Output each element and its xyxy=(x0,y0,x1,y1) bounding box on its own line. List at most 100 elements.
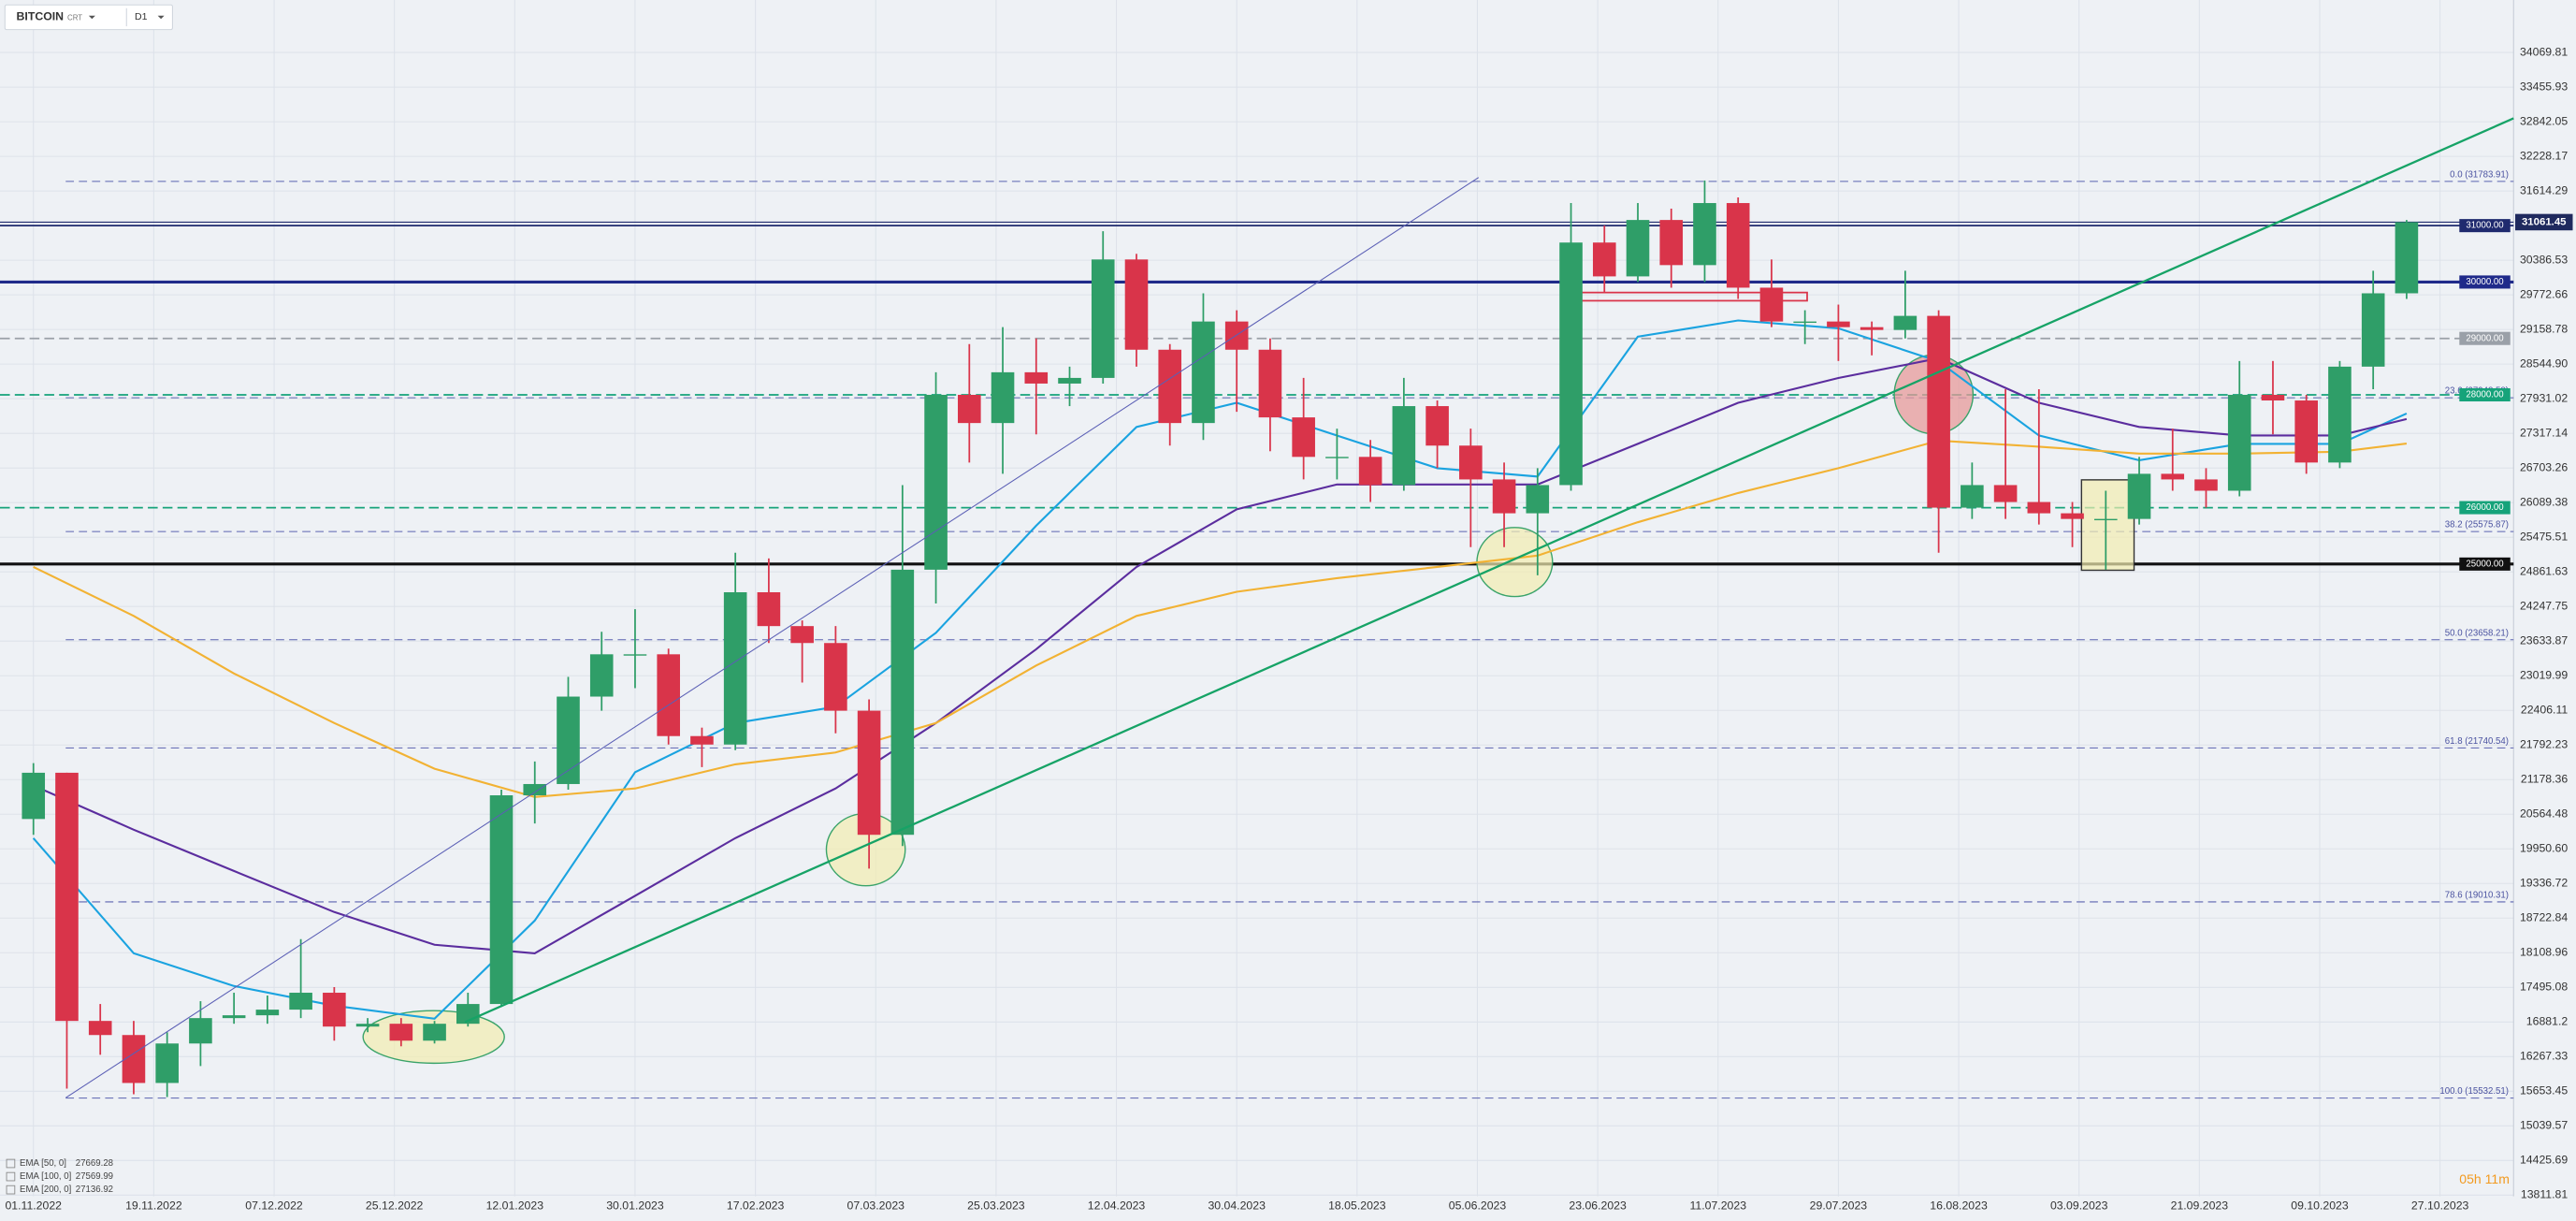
level-label-box xyxy=(2459,275,2511,289)
y-tick-label: 30386.53 xyxy=(2520,253,2568,266)
dropdown-arrow[interactable] xyxy=(88,15,95,20)
candle-body xyxy=(1659,220,1684,266)
levels xyxy=(0,181,2514,1099)
candle-body xyxy=(1292,417,1315,458)
candle-body xyxy=(1124,259,1149,350)
countdown: 05h 11m xyxy=(2459,1171,2510,1186)
y-tick-label: 16267.33 xyxy=(2520,1050,2568,1063)
y-tick-label: 20564.48 xyxy=(2520,807,2568,820)
trend-line xyxy=(65,177,1480,1098)
candle-body xyxy=(991,371,1015,424)
candle-body xyxy=(1459,445,1483,480)
y-tick-label: 17495.08 xyxy=(2520,981,2568,994)
candle-body xyxy=(890,569,915,836)
level-label: 25000.00 xyxy=(2466,559,2503,569)
fib-label: 50.0 (23658.21) xyxy=(2445,628,2509,638)
y-tick-label: 23019.99 xyxy=(2520,668,2568,681)
candle-body xyxy=(557,696,580,784)
x-tick-label: 30.01.2023 xyxy=(606,1199,664,1212)
candle-body xyxy=(389,1024,413,1041)
candle-body xyxy=(1693,203,1716,266)
candle-body xyxy=(355,1024,380,1027)
candle-body xyxy=(657,654,680,736)
last-price-label: 31061.45 xyxy=(2522,216,2567,227)
y-tick-label: 18108.96 xyxy=(2520,946,2568,959)
candle-body xyxy=(423,1024,446,1041)
symbol[interactable]: BITCOIN xyxy=(17,10,65,23)
level-label: 31000.00 xyxy=(2466,221,2503,231)
candle-body xyxy=(1058,377,1081,384)
fib-label: 100.0 (15532.51) xyxy=(2439,1086,2509,1097)
candle-body xyxy=(88,1021,112,1036)
toolbar: BITCOIN CRT D1 xyxy=(4,4,173,31)
x-tick-label: 09.10.2023 xyxy=(2291,1199,2349,1212)
candle-body xyxy=(2294,400,2318,463)
level-label: 26000.00 xyxy=(2466,502,2503,513)
legend-value: 27136.92 xyxy=(76,1185,113,1195)
candle-body xyxy=(1158,349,1182,424)
legend-value: 27669.28 xyxy=(76,1158,113,1169)
candle-body xyxy=(1893,315,1918,330)
x-tick-label: 12.01.2023 xyxy=(486,1199,544,1212)
y-tick-label: 27317.14 xyxy=(2520,426,2568,439)
x-tick-label: 11.07.2023 xyxy=(1689,1199,1746,1212)
toolbar-box xyxy=(4,4,173,31)
candle-body xyxy=(2227,395,2251,491)
y-tick-label: 27931.02 xyxy=(2520,391,2568,404)
candle-body xyxy=(2395,222,2419,294)
x-tick-label: 19.11.2022 xyxy=(125,1199,182,1212)
y-tick-label: 25475.51 xyxy=(2520,530,2568,543)
labels: 34069.81 33455.93 32842.05 32228.17 31614.29… xyxy=(5,45,2573,1212)
y-tick-label: 34069.81 xyxy=(2520,45,2568,58)
y-tick-label: 19336.72 xyxy=(2520,877,2568,890)
candle-body xyxy=(790,626,814,644)
candle-body xyxy=(55,772,79,1022)
x-tick-label: 21.09.2023 xyxy=(2171,1199,2229,1212)
candle-body xyxy=(1392,406,1416,486)
candle-body xyxy=(1626,220,1650,277)
drawings xyxy=(65,117,2514,1098)
candle-body xyxy=(1425,406,1449,446)
candle-body xyxy=(2027,501,2051,514)
fib-label: 78.6 (19010.31) xyxy=(2445,890,2509,900)
y-tick-label: 15653.45 xyxy=(2520,1084,2568,1097)
candle-body xyxy=(289,993,312,1010)
y-tick-label: 26703.26 xyxy=(2520,460,2568,473)
dropdown-arrow[interactable] xyxy=(157,15,165,20)
level-label-box xyxy=(2459,557,2511,571)
candle-body xyxy=(723,591,747,745)
x-tick-label: 12.04.2023 xyxy=(1088,1199,1146,1212)
candle-body xyxy=(1224,321,1249,350)
fib-label: 38.2 (25575.87) xyxy=(2445,520,2509,531)
timeframe[interactable]: D1 xyxy=(135,11,148,22)
legend-name: EMA [50, 0] xyxy=(20,1158,66,1169)
legend-icon xyxy=(6,1158,16,1169)
fib-label: 0.0 (31783.91) xyxy=(2450,169,2509,180)
level-label: 29000.00 xyxy=(2466,333,2503,343)
candle-body xyxy=(22,772,46,820)
x-tick-label: 01.11.2022 xyxy=(5,1199,62,1212)
trend-line xyxy=(464,117,2514,1024)
candle-body xyxy=(1927,315,1950,508)
x-tick-label: 07.12.2022 xyxy=(245,1199,303,1212)
candle-body xyxy=(1258,349,1282,418)
y-tick-label: 24247.75 xyxy=(2520,599,2568,612)
candle-body xyxy=(2328,366,2352,463)
y-tick-label: 33455.93 xyxy=(2520,80,2568,93)
candle-body xyxy=(489,795,514,1005)
candle-body xyxy=(155,1043,179,1083)
level-label: 28000.00 xyxy=(2466,390,2503,400)
level-label-box xyxy=(2459,219,2511,233)
x-tick-label: 07.03.2023 xyxy=(847,1199,905,1212)
y-tick-label: 32228.17 xyxy=(2520,149,2568,162)
y-tick-label: 19950.60 xyxy=(2520,842,2568,855)
candle-body xyxy=(1192,321,1215,424)
candle-body xyxy=(323,993,346,1027)
legend-name: EMA [100, 0] xyxy=(20,1171,71,1182)
x-tick-label: 23.06.2023 xyxy=(1569,1199,1627,1212)
x-tick-label: 05.06.2023 xyxy=(1449,1199,1507,1212)
candle-body xyxy=(1860,327,1884,330)
y-tick-label: 29772.66 xyxy=(2520,287,2568,300)
level-label-box xyxy=(2459,501,2511,515)
